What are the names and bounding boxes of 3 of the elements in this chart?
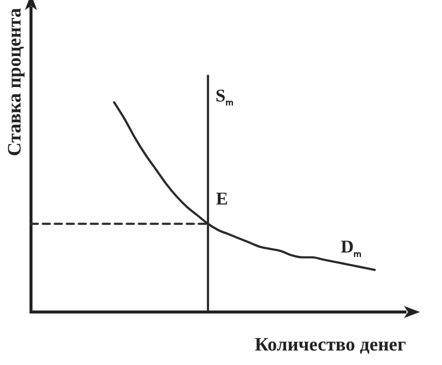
- x-axis-title: Количество денег: [254, 334, 406, 356]
- y-axis-title: Ставка процента: [4, 8, 26, 156]
- annotation: E: [216, 188, 228, 208]
